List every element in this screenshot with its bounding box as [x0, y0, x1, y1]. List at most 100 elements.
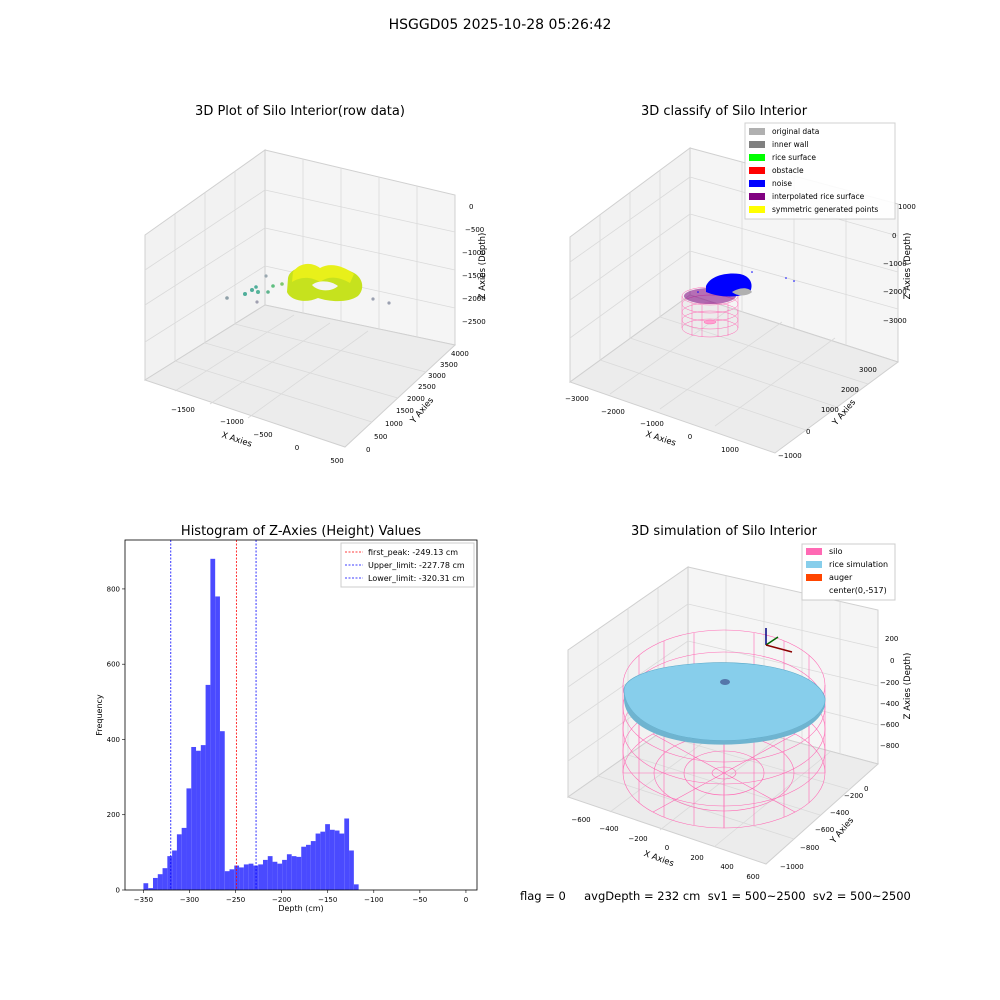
plot2-legend-swatch	[749, 193, 765, 200]
plot1-point	[250, 288, 254, 292]
plot4-title: 3D simulation of Silo Interior	[631, 524, 817, 539]
plot2-xtick: −2000	[601, 408, 625, 416]
plot1-ytick: 0	[366, 446, 370, 454]
histogram-bar	[181, 827, 187, 890]
plot4-legend-swatch	[806, 574, 822, 581]
histogram-bar	[310, 841, 316, 890]
histogram-bar	[344, 818, 350, 890]
plot2-legend-label: symmetric generated points	[772, 205, 878, 214]
plot1-grid	[144, 159, 456, 423]
plot1-floor-pane	[143, 304, 457, 448]
plot1-point	[280, 282, 284, 286]
plot4-legend-swatch	[806, 548, 822, 555]
plot4-legend-swatch	[806, 561, 822, 568]
plot2-ztick: 0	[892, 232, 896, 240]
plot2-y-ticks: −1000 0 1000 2000 3000	[778, 366, 877, 460]
plot4-auger-y	[765, 636, 779, 646]
histogram-bar	[301, 846, 307, 890]
histogram-bar	[152, 877, 158, 890]
plot2-x-ticks: −3000 −2000 −1000 0 1000	[565, 395, 739, 454]
plot4-rice-center-mark	[720, 679, 730, 685]
histogram-bar	[329, 829, 335, 890]
histogram-bar	[248, 863, 254, 890]
plot4-ztick: 0	[890, 657, 894, 665]
plot2-legend-box	[744, 122, 896, 220]
plot2-floor-pane	[568, 294, 900, 454]
plot1-point	[264, 274, 268, 278]
histogram-frame	[124, 539, 478, 891]
plot1-ytick: 1000	[385, 420, 403, 428]
figure-title: HSGGD05 2025-10-28 05:26:42	[388, 17, 612, 33]
plot2-ztick: 1000	[898, 203, 916, 211]
histogram-bar	[315, 833, 321, 890]
plot2-xtick: −1000	[640, 420, 664, 428]
histogram-bar	[205, 684, 211, 890]
plot1-xtick: −1500	[171, 406, 195, 414]
plot1-x-ticks: −1500 −1000 −500 0 500	[171, 406, 344, 465]
histogram-bar	[320, 831, 326, 890]
histogram-bar	[291, 856, 297, 890]
plot4-xtick: −200	[628, 835, 647, 843]
plot1-raw-scatter: −1500 −1000 −500 0 500 0 500 1000 1500 2…	[143, 149, 488, 465]
plot2-xtick: 1000	[721, 446, 739, 454]
plot2-legend-swatch	[749, 141, 765, 148]
plot1-ytick: 1500	[396, 407, 414, 415]
plot1-ytick: 3500	[440, 361, 458, 369]
plot1-z-ticks: 0 −500 −1000 −1500 −2000 −2500	[462, 203, 486, 326]
histogram-xtick-label: −300	[180, 896, 199, 904]
histogram-title: Histogram of Z-Axies (Height) Values	[180, 524, 422, 539]
plot4-auger-x	[765, 644, 793, 653]
plot1-ytick: 2500	[418, 383, 436, 391]
histogram-ytick-label: 400	[107, 736, 120, 744]
plot1-ytick: 2000	[407, 395, 425, 403]
histogram-xtick-label: −150	[318, 896, 337, 904]
plot1-rice-hole	[312, 281, 338, 291]
plot1-y-ticks: 0 500 1000 1500 2000 2500 3000 3500 4000	[366, 350, 469, 454]
plot4-ztick: −200	[880, 679, 899, 687]
plot2-legend-label: obstacle	[772, 166, 804, 175]
plot1-ztick: −500	[465, 226, 484, 234]
histogram-ytick-label: 600	[107, 661, 120, 669]
plot2-xtick: 0	[688, 433, 692, 441]
plot4-xtick: 0	[665, 844, 669, 852]
plot4-ztick: 200	[885, 635, 898, 643]
plot1-points	[225, 263, 391, 305]
plot2-xlabel: X Axies	[644, 429, 677, 448]
histogram-xtick-label: −250	[226, 896, 245, 904]
plot1-point	[371, 297, 375, 301]
plot1-point	[266, 290, 270, 294]
plot2-legend-label: interpolated rice surface	[772, 192, 865, 201]
histogram-chart: −350 −300 −250 −200 −150 −100 −50 0 0 200 400 600 8…	[95, 539, 478, 913]
plot2-z-ticks: 1000 0 −1000 −2000 −3000	[883, 203, 916, 325]
plot2-legend-swatch	[749, 128, 765, 135]
histogram-ylabel: Frequency	[95, 694, 104, 736]
histogram-bar	[296, 856, 302, 890]
plot2-legend-label: noise	[772, 179, 792, 188]
plot4-auger	[765, 628, 793, 653]
plot2-silo-wireframe	[681, 286, 739, 338]
plot2-noise-points	[697, 271, 795, 293]
histogram-bar	[339, 833, 345, 890]
plot4-xtick: 200	[690, 854, 703, 862]
plot1-ztick: −1500	[462, 272, 486, 280]
plot2-legend-label: inner wall	[772, 140, 809, 149]
plot2-legend-label: rice surface	[772, 153, 816, 162]
plot4-xtick: 600	[746, 873, 759, 881]
plot1-xtick: −500	[253, 431, 272, 439]
plot2-classify-scatter: −3000 −2000 −1000 0 1000 −1000 0 1000 20…	[565, 122, 916, 460]
histogram-bar	[196, 750, 201, 890]
plot1-ytick: 4000	[451, 350, 469, 358]
plot2-zlabel: Z Axies (Depth)	[903, 233, 913, 300]
histogram-bar	[215, 596, 220, 890]
plot2-ytick: 1000	[821, 406, 839, 414]
histogram-bar	[325, 824, 330, 890]
plot2-legend: original data inner wall rice surface ob…	[744, 122, 896, 220]
plot2-noise-point	[697, 291, 699, 293]
histogram-legend-label: Lower_limit: -320.31 cm	[368, 574, 465, 583]
plot2-ytick: −1000	[778, 452, 802, 460]
plot1-ztick: −1000	[462, 249, 486, 257]
plot1-ytick: 500	[374, 433, 387, 441]
plot1-point	[271, 284, 275, 288]
plot2-legend-swatch	[749, 154, 765, 161]
histogram-xtick-label: 0	[464, 896, 468, 904]
